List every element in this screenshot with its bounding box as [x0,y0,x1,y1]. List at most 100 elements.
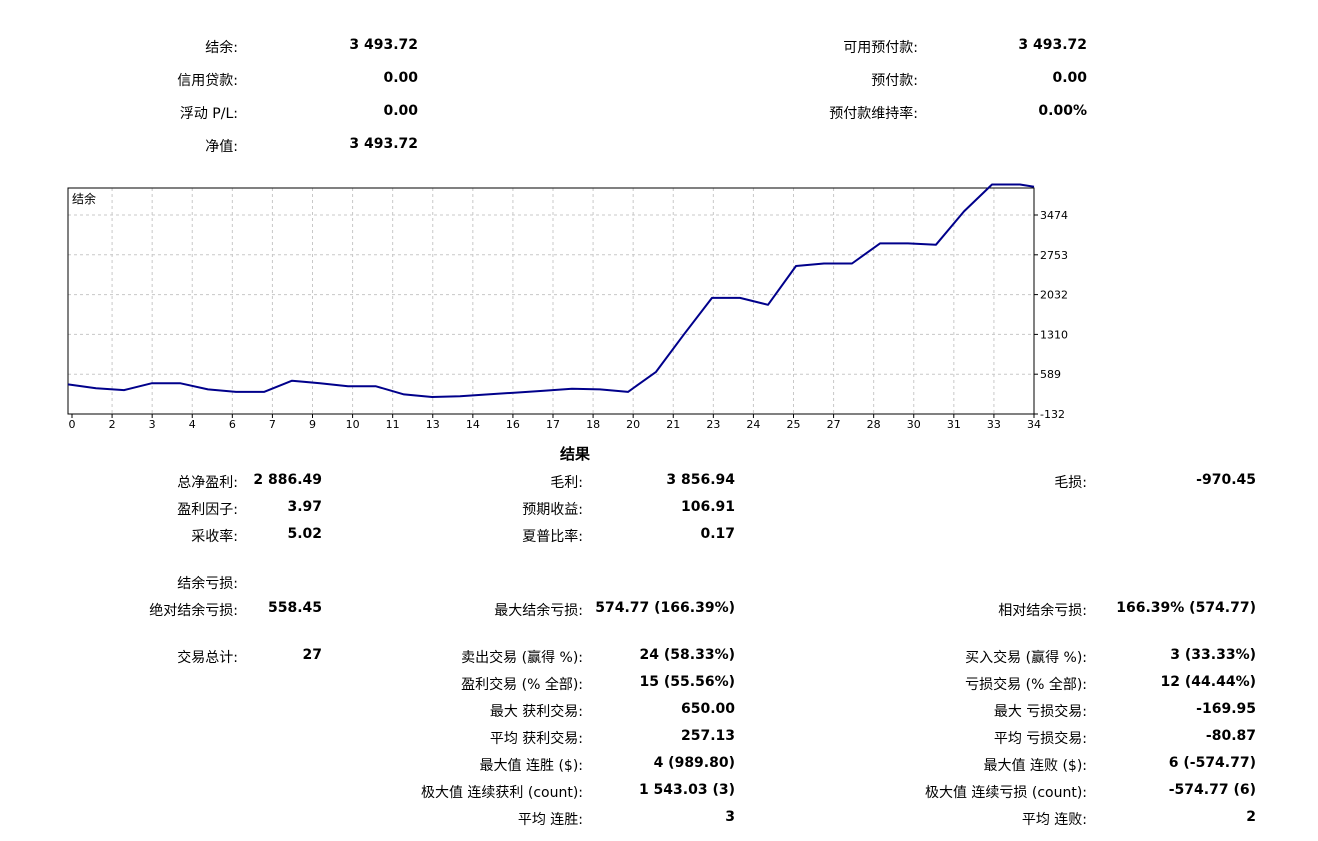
x-tick-label: 6 [229,418,236,431]
gross-loss-value: -970.45 [1196,472,1256,488]
abs-drawdown-label: 绝对结余亏损: [149,603,238,619]
avg-loss-value: -80.87 [1205,728,1256,744]
free-margin-label: 可用预付款: [843,40,918,56]
x-tick-label: 2 [109,418,116,431]
max-cons-loss-label: 极大值 连续亏损 (count): [924,785,1087,801]
balance-label: 结余: [205,40,238,56]
x-tick-label: 7 [269,418,276,431]
chart-legend-label: 结余 [72,191,96,206]
gross-profit-value: 3 856.94 [666,472,735,488]
free-margin-value: 3 493.72 [1018,37,1087,53]
plot-border [67,187,1035,415]
avg-cons-losses-label: 平均 连败: [1021,812,1087,828]
profit-trades-label: 盈利交易 (% 全部): [461,677,583,693]
avg-profit-label: 平均 获利交易: [489,731,583,747]
x-tick-label: 24 [746,418,760,431]
profit-factor-value: 3.97 [287,499,322,515]
rel-drawdown-label: 相对结余亏损: [998,603,1087,619]
avg-loss-label: 平均 亏损交易: [993,731,1087,747]
long-trades-value: 3 (33.33%) [1170,647,1256,663]
avg-cons-wins-label: 平均 连胜: [517,812,583,828]
x-tick-label: 33 [987,418,1001,431]
largest-loss-label: 最大 亏损交易: [993,704,1087,720]
x-tick-label: 21 [666,418,680,431]
x-tick-label: 4 [189,418,196,431]
max-drawdown-value: 574.77 (166.39%) [595,600,735,616]
balance-series-line [67,183,1035,398]
y-tick-label: -132 [1040,408,1065,421]
short-trades-label: 卖出交易 (赢得 %): [461,650,583,666]
profit-trades-value: 15 (55.56%) [639,674,735,690]
avg-cons-losses-value: 2 [1246,809,1256,825]
equity-value: 3 493.72 [349,136,418,152]
max-cons-losses-label: 最大值 连败 ($): [983,758,1087,774]
sharpe-ratio-value: 0.17 [700,526,735,542]
avg-cons-wins-value: 3 [725,809,735,825]
balance-drawdown-label: 结余亏损: [177,576,238,592]
x-tick-label: 0 [69,418,76,431]
margin-value: 0.00 [1052,70,1087,86]
gross-profit-label: 毛利: [550,475,583,491]
net-profit-label: 总净盈利: [177,475,238,491]
x-tick-label: 30 [907,418,921,431]
x-tick-label: 31 [947,418,961,431]
x-tick-label: 17 [546,418,560,431]
long-trades-label: 买入交易 (赢得 %): [965,650,1087,666]
rel-drawdown-value: 166.39% (574.77) [1116,600,1256,616]
results-title: 结果 [559,445,590,463]
max-cons-profit-value: 1 543.03 (3) [638,782,735,798]
max-cons-losses-value: 6 (-574.77) [1168,755,1256,771]
y-tick-label: 2032 [1040,289,1068,302]
margin-level-value: 0.00% [1038,103,1087,119]
floating-pl-value: 0.00 [383,103,418,119]
x-tick-label: 25 [787,418,801,431]
sharpe-ratio-label: 夏普比率: [522,529,583,545]
x-tick-label: 18 [586,418,600,431]
credit-value: 0.00 [383,70,418,86]
x-tick-label: 10 [346,418,360,431]
x-tick-label: 13 [426,418,440,431]
x-tick-label: 23 [706,418,720,431]
x-tick-label: 16 [506,418,520,431]
max-cons-loss-value: -574.77 (6) [1168,782,1256,798]
max-cons-wins-label: 最大值 连胜 ($): [479,758,583,774]
gross-loss-label: 毛损: [1054,475,1087,491]
total-trades-value: 27 [302,647,322,663]
largest-loss-value: -169.95 [1196,701,1256,717]
x-tick-label: 34 [1027,418,1041,431]
largest-profit-label: 最大 获利交易: [489,704,583,720]
y-tick-label: 3474 [1040,209,1068,222]
x-tick-label: 28 [867,418,881,431]
credit-label: 信用贷款: [177,73,238,89]
y-tick-label: 2753 [1040,249,1068,262]
x-tick-label: 9 [309,418,316,431]
x-tick-label: 11 [386,418,400,431]
recovery-factor-value: 5.02 [287,526,322,542]
loss-trades-label: 亏损交易 (% 全部): [965,677,1087,693]
net-profit-value: 2 886.49 [253,472,322,488]
expected-payoff-label: 预期收益: [522,502,583,518]
x-tick-label: 20 [626,418,640,431]
y-tick-label: 1310 [1040,328,1068,341]
profit-factor-label: 盈利因子: [177,502,238,518]
y-tick-label: 589 [1040,368,1061,381]
x-tick-label: 3 [149,418,156,431]
x-tick-label: 27 [827,418,841,431]
largest-profit-value: 650.00 [680,701,735,717]
balance-value: 3 493.72 [349,37,418,53]
total-trades-label: 交易总计: [177,650,238,666]
recovery-factor-label: 采收率: [191,529,238,545]
abs-drawdown-value: 558.45 [267,600,322,616]
max-cons-wins-value: 4 (989.80) [653,755,735,771]
loss-trades-value: 12 (44.44%) [1160,674,1256,690]
equity-label: 净值: [205,139,238,155]
plot-area [68,188,1034,414]
max-cons-profit-label: 极大值 连续获利 (count): [420,785,583,801]
expected-payoff-value: 106.91 [680,499,735,515]
floating-pl-label: 浮动 P/L: [179,106,238,122]
short-trades-value: 24 (58.33%) [639,647,735,663]
avg-profit-value: 257.13 [680,728,735,744]
margin-level-label: 预付款维持率: [829,106,918,122]
margin-label: 预付款: [871,73,918,89]
